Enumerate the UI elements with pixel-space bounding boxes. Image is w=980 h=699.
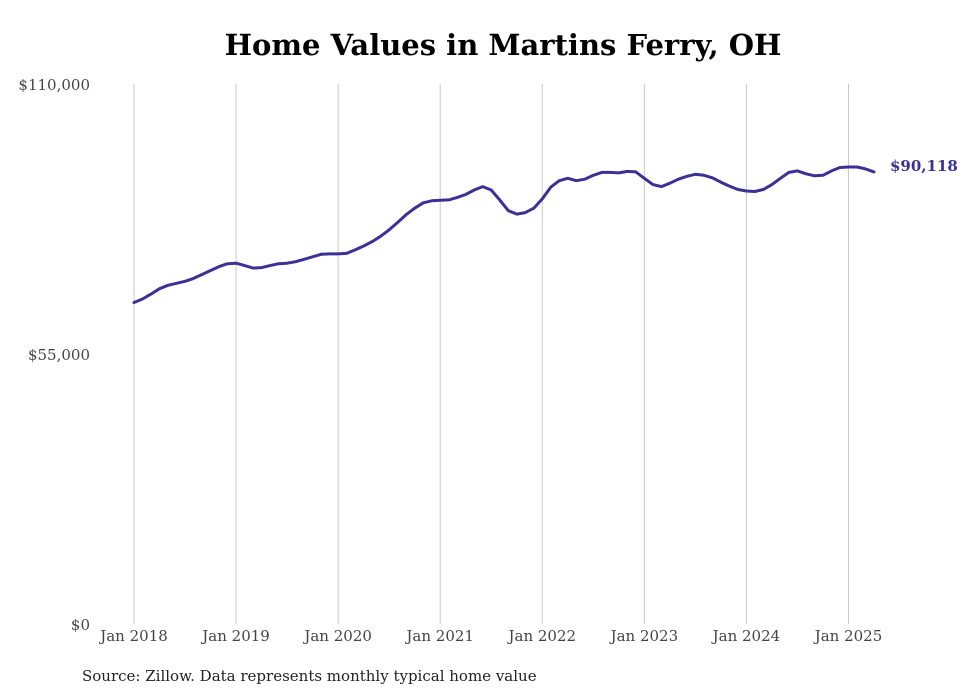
- x-tick-label: Jan 2023: [609, 627, 679, 645]
- x-axis-ticks: Jan 2018 Jan 2019 Jan 2020 Jan 2021 Jan 2022…: [98, 627, 882, 645]
- y-tick-label: $0: [71, 616, 90, 634]
- x-tick-label: Jan 2021: [404, 627, 474, 645]
- source-note: Source: Zillow. Data represents monthly …: [82, 667, 537, 685]
- chart-title: Home Values in Martins Ferry, OH: [224, 28, 782, 62]
- y-tick-label: $110,000: [18, 76, 90, 94]
- x-tick-label: Jan 2018: [98, 627, 168, 645]
- y-tick-label: $55,000: [28, 346, 90, 364]
- x-tick-label: Jan 2022: [506, 627, 576, 645]
- x-tick-label: Jan 2019: [200, 627, 270, 645]
- grid-lines: [133, 84, 849, 624]
- x-tick-label: Jan 2025: [813, 627, 883, 645]
- x-tick-label: Jan 2020: [302, 627, 372, 645]
- y-axis-ticks: $0 $55,000 $110,000: [18, 76, 90, 634]
- series-line: [132, 165, 876, 304]
- end-value-label: $90,118: [890, 157, 958, 175]
- x-tick-label: Jan 2024: [711, 627, 781, 645]
